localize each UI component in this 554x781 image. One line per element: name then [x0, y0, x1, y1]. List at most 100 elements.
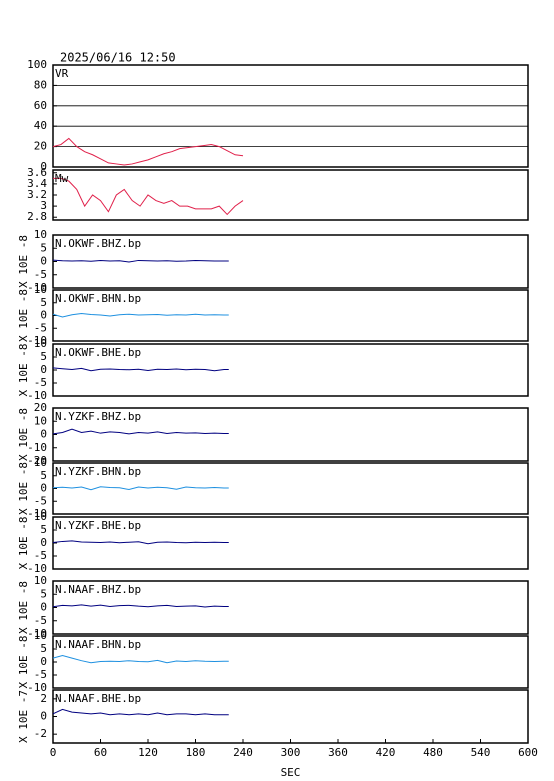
y-tick-label: 80	[34, 78, 47, 91]
panel-frame	[52, 64, 529, 168]
y-tick-label: 5	[40, 296, 47, 309]
trace-label: N.NAAF.BHZ.bp	[55, 583, 141, 596]
y-tick-label: 0	[40, 710, 47, 723]
waveform-line	[52, 540, 229, 545]
y-tick-label: -5	[34, 614, 47, 627]
y-tick-label: -10	[27, 562, 47, 575]
y-tick-label: 3.4	[27, 177, 47, 190]
trace-label: N.OKWF.BHZ.bp	[55, 237, 141, 250]
y-tick-label: 20	[34, 401, 47, 414]
x-tick-label: 0	[50, 746, 57, 759]
x-tick-label: 480	[423, 746, 443, 759]
y-tick-label: 10	[34, 629, 47, 642]
y-tick-label: 0	[40, 536, 47, 549]
y-tick-label: 0	[40, 160, 47, 173]
y-tick-label: 0	[40, 309, 47, 322]
trace-label: Mw	[55, 172, 69, 185]
trace-label: N.YZKF.BHN.bp	[55, 465, 141, 478]
y-tick-label: 5	[40, 241, 47, 254]
y-axis-label: X 10E -8	[17, 517, 30, 570]
waveform-line	[52, 428, 229, 435]
panel-frame	[52, 580, 529, 635]
y-tick-label: 0	[40, 601, 47, 614]
y-tick-label: 2	[40, 692, 47, 705]
y-tick-label: 0	[40, 482, 47, 495]
y-tick-label: 10	[34, 574, 47, 587]
y-tick-label: 5	[40, 523, 47, 536]
panel-frame	[52, 343, 529, 397]
y-tick-label: 10	[34, 337, 47, 350]
y-tick-label: 60	[34, 99, 47, 112]
x-axis-label: SEC	[281, 766, 301, 779]
y-tick-label: 10	[34, 456, 47, 469]
x-tick-label: 180	[186, 746, 206, 759]
y-tick-label: 3	[40, 199, 47, 212]
waveform-line	[52, 486, 229, 491]
y-tick-label: 10	[34, 283, 47, 296]
trace-label: N.OKWF.BHN.bp	[55, 292, 141, 305]
y-tick-label: -10	[27, 441, 47, 454]
panel-frame	[52, 289, 529, 342]
y-tick-label: -10	[27, 389, 47, 402]
panel-frame	[52, 462, 529, 515]
x-tick-label: 360	[328, 746, 348, 759]
x-tick-label: 600	[518, 746, 538, 759]
x-tick-label: 120	[138, 746, 158, 759]
panel-frame	[52, 234, 529, 289]
y-tick-label: -10	[27, 627, 47, 640]
y-tick-label: 0	[40, 655, 47, 668]
y-axis-label: X 10E -8	[17, 581, 30, 634]
trace-label: N.NAAF.BHN.bp	[55, 638, 141, 651]
y-tick-label: -10	[27, 281, 47, 294]
y-tick-label: 5	[40, 587, 47, 600]
y-tick-label: 40	[34, 119, 47, 132]
y-axis-label: X 10E -8	[17, 408, 30, 461]
trace-label: VR	[55, 67, 69, 80]
x-tick-label: 540	[471, 746, 491, 759]
x-tick-label: 60	[94, 746, 107, 759]
panel-frame	[52, 407, 529, 462]
y-tick-label: 2.8	[27, 210, 47, 223]
waveform-line	[52, 137, 244, 166]
y-tick-label: -5	[34, 494, 47, 507]
panel-frame	[52, 169, 529, 221]
y-tick-label: 5	[40, 469, 47, 482]
trace-label: N.NAAF.BHE.bp	[55, 692, 141, 705]
y-tick-label: 0	[40, 255, 47, 268]
y-tick-label: -5	[34, 668, 47, 681]
y-axis-label: X 10E -8	[17, 636, 30, 689]
y-tick-label: -5	[34, 268, 47, 281]
waveform-line	[52, 312, 229, 318]
waveform-line	[53, 177, 244, 216]
waveform-line	[52, 367, 229, 372]
y-tick-label: -2	[34, 727, 47, 740]
y-tick-label: -5	[34, 321, 47, 334]
y-tick-label: 10	[34, 228, 47, 241]
y-tick-label: -10	[27, 507, 47, 520]
x-tick-label: 420	[376, 746, 396, 759]
trace-label: N.YZKF.BHE.bp	[55, 519, 141, 532]
y-tick-label: 10	[34, 414, 47, 427]
y-tick-label: 10	[34, 510, 47, 523]
y-tick-label: 5	[40, 350, 47, 363]
x-tick-label: 240	[233, 746, 253, 759]
x-tick-label: 300	[281, 746, 301, 759]
y-tick-label: -5	[34, 376, 47, 389]
y-tick-label: -10	[27, 681, 47, 694]
y-axis-label: X 10E -8	[17, 289, 30, 342]
y-tick-label: 3.2	[27, 188, 47, 201]
y-tick-label: 20	[34, 140, 47, 153]
waveform-line	[52, 708, 229, 716]
y-axis-label: X 10E -8	[17, 235, 30, 288]
y-tick-label: 5	[40, 642, 47, 655]
y-axis-label: X 10E -7	[17, 690, 30, 743]
y-tick-label: 0	[40, 363, 47, 376]
y-tick-label: 0	[40, 428, 47, 441]
waveform-line	[52, 604, 229, 608]
y-tick-label: 3.6	[27, 166, 47, 179]
y-axis-label: X 10E -8	[17, 344, 30, 397]
trace-label: N.YZKF.BHZ.bp	[55, 410, 141, 423]
panel-frame	[52, 635, 529, 689]
panel-frame	[52, 516, 529, 570]
